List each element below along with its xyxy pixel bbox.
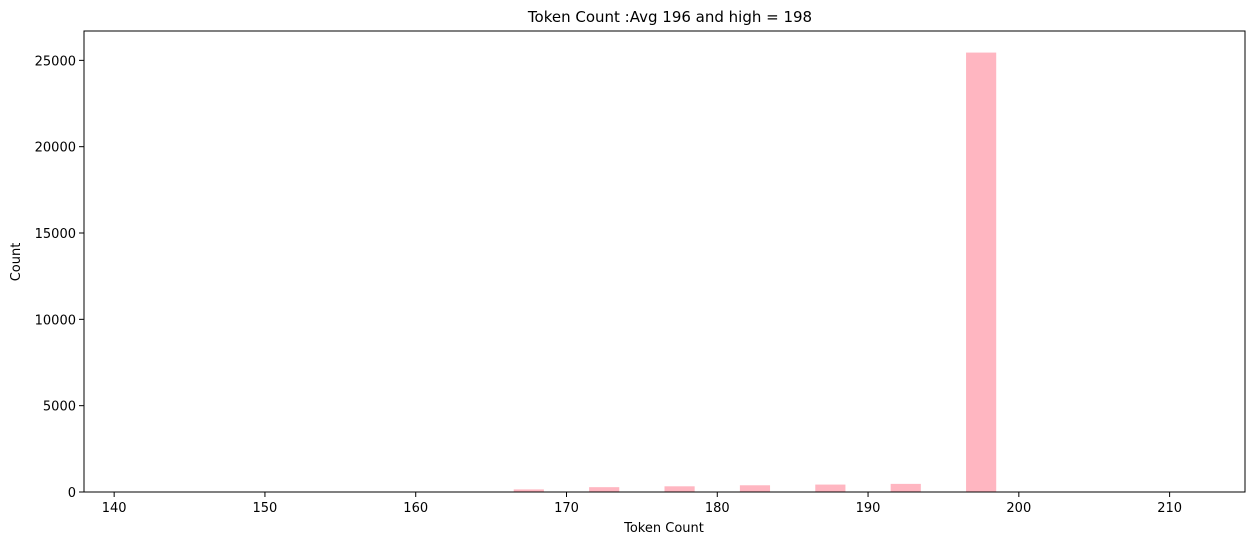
bars-group xyxy=(513,52,997,492)
y-tick-label: 25000 xyxy=(35,54,76,69)
histogram-bar-4 xyxy=(815,484,846,492)
x-tick-label: 210 xyxy=(1157,501,1182,516)
x-tick-label: 150 xyxy=(253,501,278,516)
y-axis-ticks: 0 5000 10000 15000 20000 25000 xyxy=(35,54,84,501)
x-tick-label: 190 xyxy=(856,501,881,516)
y-tick-label: 0 xyxy=(68,486,76,501)
x-tick-label: 170 xyxy=(554,501,579,516)
x-axis-ticks: 140 150 160 170 180 190 200 210 xyxy=(102,492,1182,516)
histogram-bar-2 xyxy=(664,486,695,492)
y-axis-label: Count xyxy=(9,243,24,282)
y-tick-label: 20000 xyxy=(35,141,76,156)
histogram-bar-6 xyxy=(966,52,997,492)
y-tick-label: 15000 xyxy=(35,227,76,242)
y-tick-label: 10000 xyxy=(35,313,76,328)
y-tick-label: 5000 xyxy=(43,400,76,415)
x-tick-label: 180 xyxy=(705,501,730,516)
x-axis-label: Token Count xyxy=(623,521,704,536)
x-tick-label: 200 xyxy=(1006,501,1031,516)
plot-frame xyxy=(83,30,1246,493)
x-tick-label: 160 xyxy=(403,501,428,516)
histogram-bar-3 xyxy=(739,485,771,492)
x-tick-label: 140 xyxy=(102,501,127,516)
chart-title: Token Count :Avg 196 and high = 198 xyxy=(527,8,812,26)
histogram-bar-1 xyxy=(589,487,620,492)
histogram-bar-0 xyxy=(513,489,544,492)
histogram-bar-5 xyxy=(890,483,921,492)
